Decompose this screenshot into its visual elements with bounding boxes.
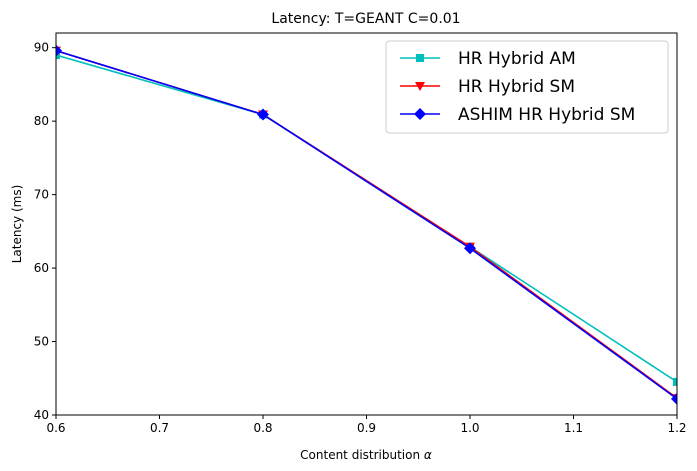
legend-box <box>385 40 669 134</box>
x-axis-title: Content distribution α <box>300 448 432 462</box>
y-tick-label: 80 <box>34 114 49 128</box>
series-3-point <box>257 108 269 121</box>
legend-marker-1 <box>416 54 424 62</box>
x-tick-label: 0.9 <box>357 421 376 435</box>
y-tick-label: 40 <box>34 408 49 422</box>
y-tick-label: 90 <box>34 41 49 55</box>
x-tick-label: 1.0 <box>460 421 479 435</box>
y-tick-label: 50 <box>34 335 49 349</box>
series-line-3 <box>56 49 677 400</box>
plot-area <box>56 44 677 405</box>
y-tick-label: 60 <box>34 261 49 275</box>
series-3-point <box>464 242 476 255</box>
y-tick-label: 70 <box>34 188 49 202</box>
x-tick-label: 1.1 <box>564 421 583 435</box>
legend: HR Hybrid AM HR Hybrid SM ASHIM HR Hybrid … <box>385 40 669 134</box>
legend-label-3: ASHIM HR Hybrid SM <box>458 105 635 125</box>
legend-marker-2 <box>415 82 425 91</box>
series-3-point <box>56 44 62 57</box>
chart-title: Latency: T=GEANT C=0.01 <box>271 11 460 27</box>
axes: 0.6 0.7 0.8 0.9 1.0 1.1 1.2 40 50 60 70 80 90 <box>34 32 687 435</box>
series-1-point <box>673 377 677 386</box>
legend-label-1: HR Hybrid AM <box>458 49 576 69</box>
series-1-point <box>56 51 60 60</box>
legend-label-2: HR Hybrid SM <box>458 77 575 97</box>
x-tick-label: 0.8 <box>253 421 272 435</box>
x-tick-label: 0.6 <box>46 421 65 435</box>
legend-marker-3 <box>414 108 426 120</box>
x-tick-label: 1.2 <box>667 421 686 435</box>
x-tick-label: 0.7 <box>150 421 169 435</box>
series-group <box>56 44 677 405</box>
series-3-point <box>671 392 677 405</box>
y-axis-title: Latency (ms) <box>10 185 24 264</box>
